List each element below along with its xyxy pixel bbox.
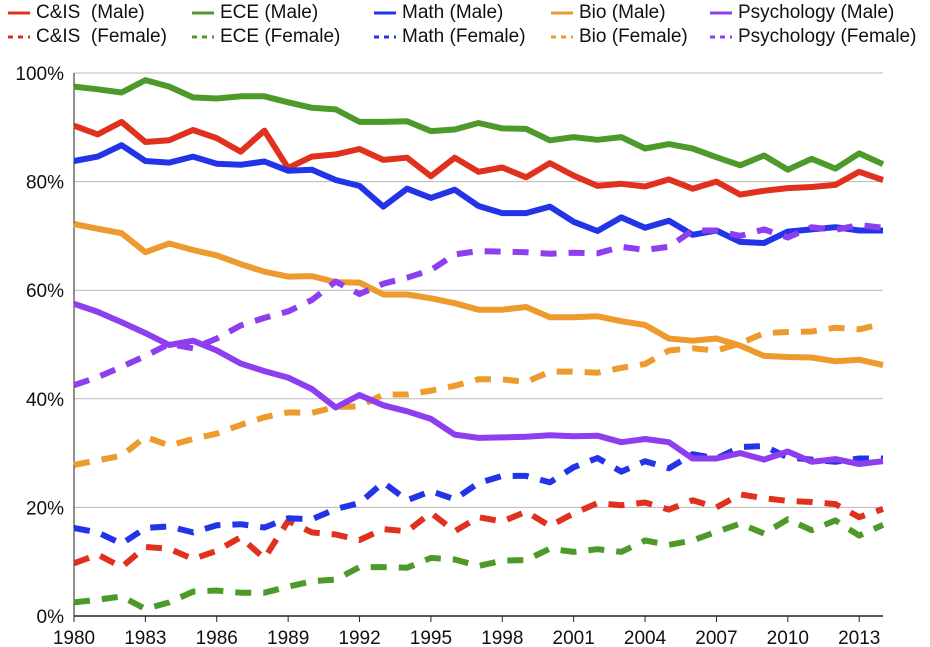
legend-label: Bio (Female) <box>579 26 688 47</box>
legend-item: C&IS (Male) <box>4 0 145 26</box>
y-tick-label: 60% <box>26 281 64 302</box>
legend-item: C&IS (Female) <box>4 24 167 50</box>
legend-swatch <box>192 35 214 39</box>
x-tick-label: 1986 <box>196 628 238 647</box>
series-line-math-female <box>73 443 883 547</box>
legend-swatch <box>8 11 30 15</box>
y-tick-label: 0% <box>37 607 65 628</box>
axes <box>73 73 883 622</box>
x-tick-label: 1992 <box>338 628 380 647</box>
legend-item: Bio (Female) <box>547 24 688 50</box>
x-tick-label: 2010 <box>767 628 809 647</box>
x-tick-label: 2001 <box>553 628 595 647</box>
legend-label: Psychology (Male) <box>738 2 895 23</box>
y-tick-label: 20% <box>26 498 64 519</box>
legend-label: Bio (Male) <box>579 2 666 23</box>
x-tick-label: 2013 <box>838 628 880 647</box>
x-tick-label: 1983 <box>124 628 166 647</box>
y-tick-label: 40% <box>26 390 64 411</box>
series-line-psychology-female <box>73 222 884 389</box>
legend-item: Psychology (Female) <box>706 24 916 50</box>
legend-label: C&IS (Male) <box>36 2 145 23</box>
legend-swatch <box>374 11 396 15</box>
x-tick-label: 2004 <box>624 628 667 647</box>
series-line-bio-female <box>73 320 884 468</box>
legend-label: Math (Female) <box>402 26 526 47</box>
x-tick-label: 1989 <box>267 628 309 647</box>
legend-item: Math (Female) <box>370 24 526 50</box>
y-tick-label: 80% <box>26 173 64 194</box>
legend-item: ECE (Female) <box>188 24 340 50</box>
legend-label: Math (Male) <box>402 2 504 23</box>
legend-item: ECE (Male) <box>188 0 318 26</box>
series-line-c-is-female <box>72 491 884 571</box>
legend-swatch <box>192 11 214 15</box>
x-tick-label: 2007 <box>695 628 737 647</box>
legend-item: Math (Male) <box>370 0 503 26</box>
series-line-bio-male <box>73 221 884 369</box>
x-tick-label: 1980 <box>53 628 95 647</box>
x-tick-label: 1998 <box>481 628 523 647</box>
legend-item: Bio (Male) <box>547 0 666 26</box>
series-line-c-is-male <box>72 118 884 198</box>
legend-item: Psychology (Male) <box>706 0 894 26</box>
legend-swatch <box>710 11 732 15</box>
tick-labels: 0% 20% 40% 60% 80% 100% 1980 1983 1986 1989 1992 19… <box>15 64 880 647</box>
legend-swatch <box>710 35 732 39</box>
series-line-math-male <box>73 142 883 246</box>
legend-label: ECE (Male) <box>220 2 319 23</box>
series-line-ece-male <box>73 77 885 173</box>
series-line-ece-female <box>73 516 885 612</box>
series-line-psychology-male <box>73 300 884 467</box>
legend-label: ECE (Female) <box>220 26 341 47</box>
series-lines <box>72 77 885 612</box>
legend-swatch <box>551 11 573 15</box>
legend-swatch <box>374 35 396 39</box>
legend-swatch <box>8 35 30 39</box>
legend-swatch <box>551 35 573 39</box>
legend-label: Psychology (Female) <box>738 26 917 47</box>
y-tick-label: 100% <box>15 64 64 85</box>
legend-label: C&IS (Female) <box>36 26 167 47</box>
x-tick-label: 1995 <box>410 628 452 647</box>
